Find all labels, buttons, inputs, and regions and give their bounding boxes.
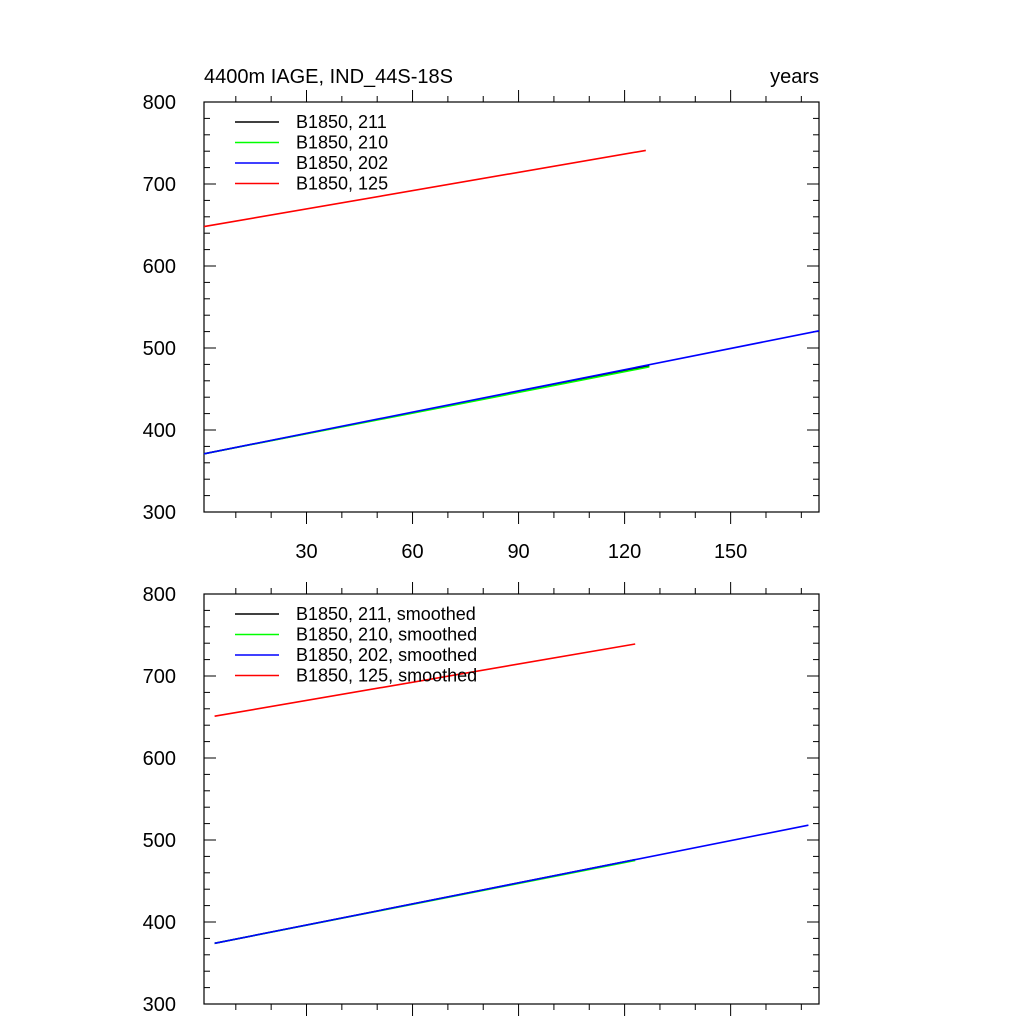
plot-frame (203, 101, 820, 513)
top-panel: 4400m IAGE, IND_44S-18S years 300 400 500 6… (143, 66, 820, 563)
y-tick-label: 300 (143, 994, 176, 1016)
y-tick-label: 500 (143, 338, 176, 360)
x-tick-label: 120 (608, 541, 641, 563)
legend-label-0: B1850, 211 (296, 112, 387, 132)
legend-label-2: B1850, 202, smoothed (296, 645, 477, 665)
axis-ticks: 300 400 500 600 700 800 (143, 582, 819, 1016)
y-tick-label: 400 (143, 420, 176, 442)
plot-frame (203, 593, 820, 1005)
y-tick-label: 600 (143, 256, 176, 278)
legend-label-3: B1850, 125, smoothed (296, 666, 477, 686)
x-tick-label: 30 (295, 541, 317, 563)
x-tick-label: 150 (714, 541, 747, 563)
series-lines (203, 149, 820, 455)
y-tick-label: 800 (143, 92, 176, 114)
y-tick-label: 400 (143, 912, 176, 934)
legend-label-1: B1850, 210, smoothed (296, 625, 477, 645)
series-line-2 (203, 330, 820, 455)
y-tick-label: 600 (143, 748, 176, 770)
y-tick-label: 500 (143, 830, 176, 852)
panel-title-right: years (770, 66, 819, 88)
axis-ticks: 300 400 500 600 700 800 30 60 90 120 150 (143, 90, 819, 563)
panel-title: 4400m IAGE, IND_44S-18S (204, 66, 453, 88)
legend-label-1: B1850, 210 (296, 133, 388, 153)
series-lines (214, 643, 809, 945)
series-line-3 (214, 643, 636, 717)
legend-label-3: B1850, 125 (296, 174, 388, 194)
legend-label-2: B1850, 202 (296, 153, 388, 173)
x-tick-label: 90 (507, 541, 529, 563)
series-line-2 (214, 824, 809, 945)
y-tick-label: 300 (143, 502, 176, 524)
y-tick-label: 800 (143, 584, 176, 606)
series-line-3 (203, 149, 646, 228)
y-tick-label: 700 (143, 666, 176, 688)
y-tick-label: 700 (143, 174, 176, 196)
x-tick-label: 60 (401, 541, 423, 563)
legend-label-0: B1850, 211, smoothed (296, 604, 476, 624)
